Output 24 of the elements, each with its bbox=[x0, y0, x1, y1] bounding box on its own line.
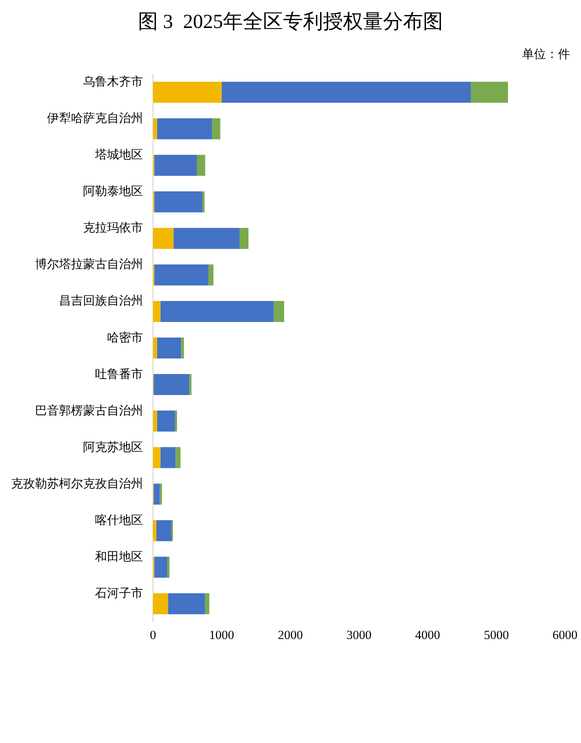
x-tick-label: 6000 bbox=[552, 628, 578, 642]
x-tick-label: 1000 bbox=[209, 628, 234, 642]
y-tick-label: 克拉玛依市 bbox=[83, 220, 143, 235]
y-tick-label: 昌吉回族自治州 bbox=[59, 294, 143, 308]
y-tick-label: 喀什地区 bbox=[95, 512, 143, 527]
y-tick-label: 克孜勒苏柯尔克孜自治州 bbox=[11, 476, 143, 490]
y-tick-label: 乌鲁木齐市 bbox=[83, 74, 143, 89]
y-tick-label: 伊犁哈萨克自治州 bbox=[47, 111, 143, 126]
y-tick-label: 阿克苏地区 bbox=[83, 440, 143, 454]
y-tick-label: 塔城地区 bbox=[94, 148, 143, 162]
y-tick-label: 巴音郭楞蒙古自治州 bbox=[35, 403, 143, 418]
x-tick-label: 5000 bbox=[484, 628, 509, 642]
x-tick-label: 4000 bbox=[415, 628, 440, 642]
text: 单位：件 bbox=[522, 47, 570, 61]
y-tick-label: 和田地区 bbox=[95, 549, 143, 564]
y-tick-label: 阿勒泰地区 bbox=[83, 184, 143, 198]
y-tick-label: 石河子市 bbox=[95, 586, 143, 600]
x-tick-label: 2000 bbox=[278, 628, 303, 642]
y-tick-label: 哈密市 bbox=[107, 330, 143, 344]
chart-title: 图 3 2025年全区专利授权量分布图 bbox=[138, 11, 443, 33]
y-tick-label: 博尔塔拉蒙古自治州 bbox=[35, 257, 143, 272]
x-tick-label: 3000 bbox=[346, 628, 372, 642]
y-tick-label: 吐鲁番市 bbox=[95, 366, 143, 381]
x-tick-label: 0 bbox=[150, 628, 156, 642]
